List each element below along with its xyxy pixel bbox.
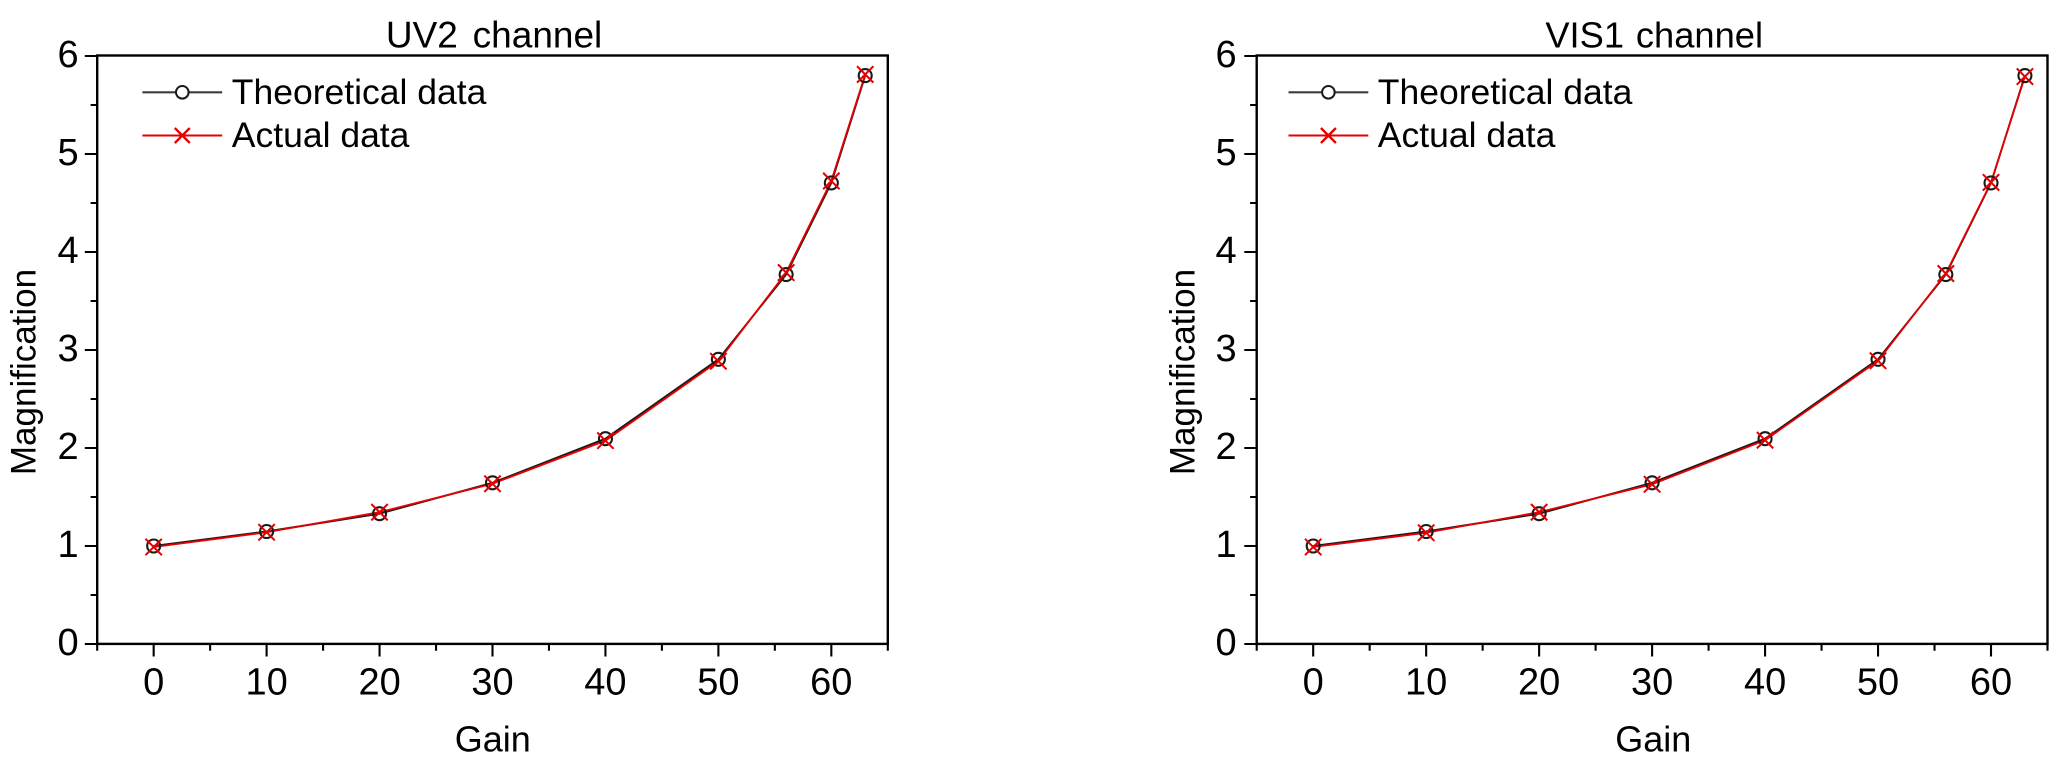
svg-text:3: 3 [58,328,79,370]
svg-text:3: 3 [1216,328,1237,370]
svg-text:UV2 channel: UV2 channel [386,14,602,55]
svg-text:20: 20 [1518,661,1560,703]
svg-text:1: 1 [1216,524,1237,566]
svg-text:Theoretical data: Theoretical data [232,72,487,112]
svg-text:5: 5 [58,132,79,174]
svg-text:VIS1 channel: VIS1 channel [1545,14,1763,55]
svg-text:50: 50 [697,661,739,703]
svg-text:20: 20 [358,661,400,703]
svg-text:0: 0 [1303,661,1324,703]
svg-text:10: 10 [1405,661,1447,703]
svg-text:60: 60 [1970,661,2012,703]
svg-text:0: 0 [58,622,79,664]
svg-text:Actual data: Actual data [1378,115,1556,155]
svg-text:0: 0 [1216,622,1237,664]
svg-text:10: 10 [245,661,287,703]
svg-text:4: 4 [58,230,79,272]
svg-text:50: 50 [1857,661,1899,703]
svg-text:2: 2 [58,426,79,468]
svg-text:6: 6 [1216,34,1237,76]
svg-text:5: 5 [1216,132,1237,174]
svg-text:Magnification: Magnification [1164,269,1203,475]
svg-text:1: 1 [58,524,79,566]
svg-text:Magnification: Magnification [5,269,44,475]
svg-text:40: 40 [1744,661,1786,703]
svg-text:6: 6 [58,34,79,76]
svg-text:Theoretical data: Theoretical data [1378,72,1633,112]
svg-text:Actual data: Actual data [232,115,410,155]
svg-text:2: 2 [1216,426,1237,468]
svg-text:60: 60 [810,661,852,703]
svg-text:40: 40 [584,661,626,703]
svg-text:30: 30 [1631,661,1673,703]
svg-text:Gain: Gain [1615,719,1691,760]
svg-text:30: 30 [471,661,513,703]
svg-text:4: 4 [1216,230,1237,272]
svg-text:Gain: Gain [455,719,531,760]
svg-text:0: 0 [143,661,164,703]
